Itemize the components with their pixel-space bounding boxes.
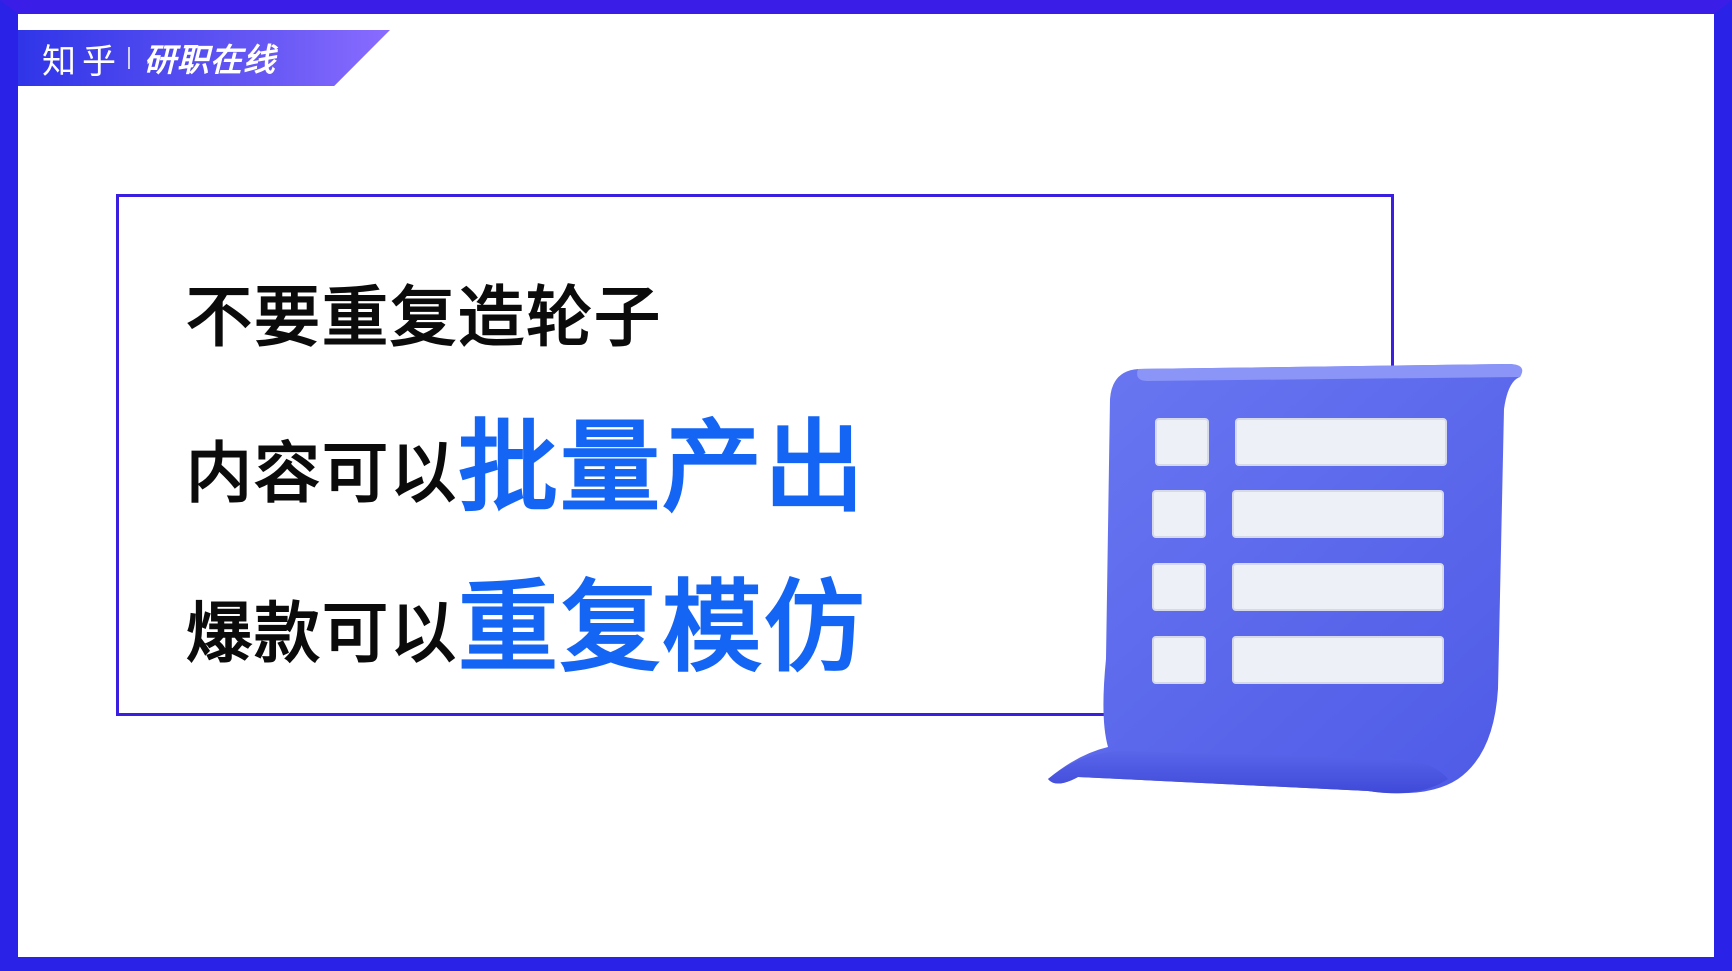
document-list-icon <box>1038 359 1538 829</box>
headline-line-1: 不要重复造轮子 <box>186 264 662 360</box>
headline-line-2: 内容可以批量产出 <box>186 386 866 531</box>
headline-text: 不要重复造轮子 <box>186 278 662 356</box>
headline-highlight: 批量产出 <box>458 408 866 526</box>
headline-line-3: 爆款可以重复模仿 <box>186 546 866 691</box>
zhihu-logo: 知乎 <box>42 34 122 83</box>
headline-prefix: 爆款可以 <box>186 594 458 672</box>
headline-highlight: 重复模仿 <box>458 568 866 686</box>
brand-name: 研职在线 <box>144 35 276 81</box>
brand-banner: 知乎 研职在线 <box>18 30 390 86</box>
brand-divider <box>128 47 130 69</box>
headline-prefix: 内容可以 <box>186 434 458 512</box>
